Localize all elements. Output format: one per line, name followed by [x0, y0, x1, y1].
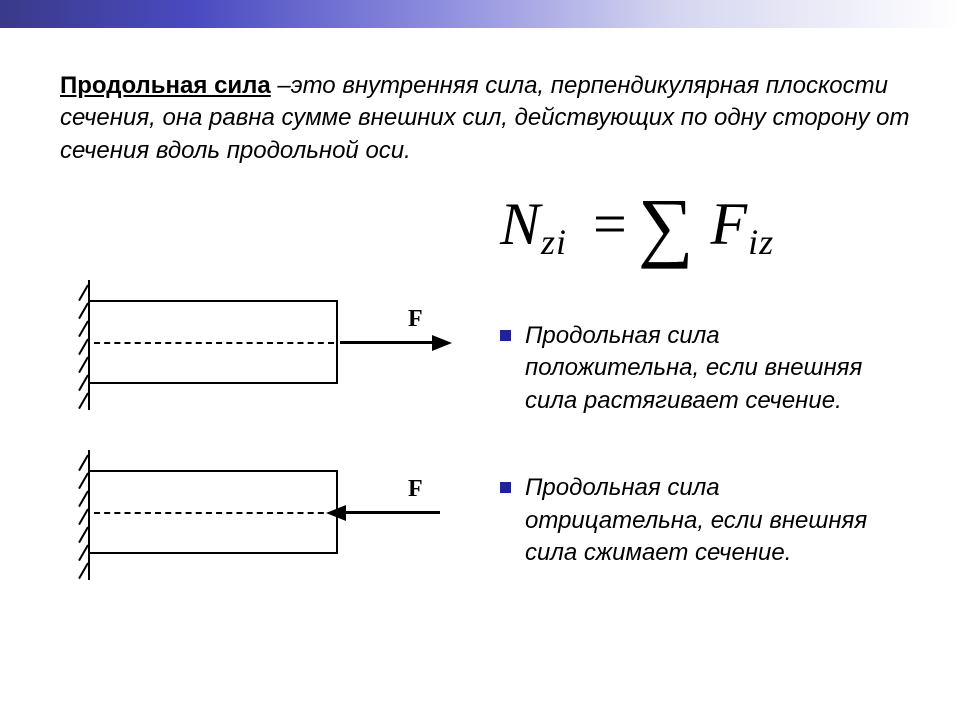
bullet-text: Продольная сила положительна, если внешн… — [525, 320, 900, 417]
formula-operator: = — [583, 191, 638, 257]
bullet-list: Продольная сила положительна, если внешн… — [500, 320, 900, 624]
bullet-marker-icon — [500, 330, 511, 341]
list-item: Продольная сила отрицательна, если внешн… — [500, 472, 900, 569]
hatch-line — [78, 285, 89, 302]
definition-text: Продольная сила –это внутренняя сила, пе… — [60, 70, 920, 167]
force-arrow-line — [340, 341, 435, 344]
hatch-line — [78, 563, 89, 580]
force-arrow-line — [344, 511, 440, 514]
definition-term: Продольная сила — [60, 72, 271, 99]
content-area: Продольная сила –это внутренняя сила, пе… — [60, 70, 920, 187]
header-gradient-bar — [0, 0, 960, 28]
arrowhead-left-icon — [326, 505, 346, 521]
arrowhead-right-icon — [432, 335, 452, 351]
diagram-area: F F — [60, 300, 460, 660]
axis-dashed-line — [94, 342, 334, 344]
hatch-line — [78, 455, 89, 472]
force-label: F — [408, 476, 423, 503]
bullet-marker-icon — [500, 482, 511, 493]
formula-lhs-sub: zi — [541, 222, 567, 262]
formula-rhs-var: F — [711, 191, 749, 257]
force-label: F — [408, 306, 423, 333]
sigma-symbol: ∑ — [638, 206, 695, 245]
formula-lhs-var: N — [500, 191, 541, 257]
hatch-line — [78, 393, 89, 410]
axis-dashed-line — [94, 512, 334, 514]
list-item: Продольная сила положительна, если внешн… — [500, 320, 900, 417]
bullet-text: Продольная сила отрицательна, если внешн… — [525, 472, 900, 569]
formula: Nzi =∑ Fiz — [500, 190, 774, 263]
formula-rhs-sub: iz — [748, 222, 774, 262]
